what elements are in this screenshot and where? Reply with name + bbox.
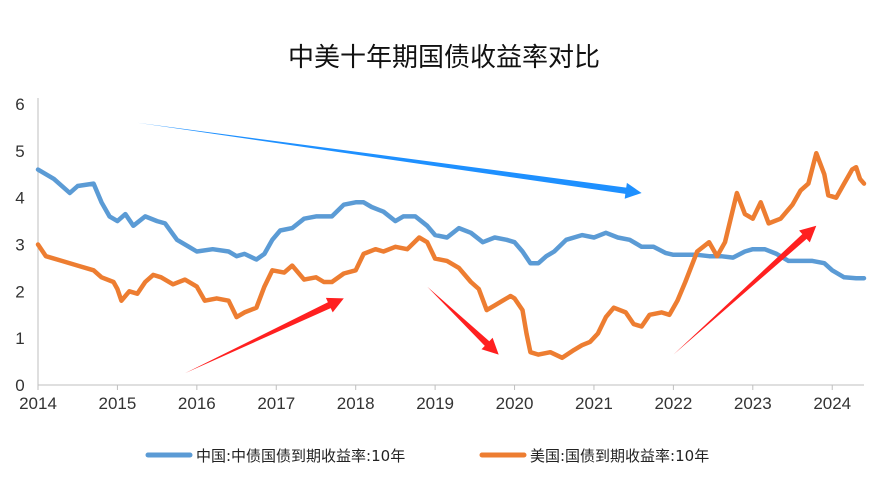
trend-arrow-4 (673, 225, 817, 355)
y-tick-label: 1 (15, 329, 24, 348)
trend-arrow-2 (184, 297, 344, 374)
y-tick-label: 6 (15, 95, 24, 114)
y-tick-label: 0 (15, 376, 24, 395)
x-tick-label: 2017 (257, 394, 295, 413)
series-line-1 (35, 167, 867, 281)
series-line-2 (35, 150, 867, 361)
legend: 中国:中债国债到期收益率:10年 美国:国债到期收益率:10年 (145, 447, 709, 465)
chart-title: 中美十年期国债收益率对比 (288, 43, 600, 73)
y-tick-label: 5 (15, 142, 24, 161)
y-tick-label: 4 (15, 189, 24, 208)
y-tick-label: 3 (15, 236, 24, 255)
x-tick-label: 2016 (178, 394, 216, 413)
x-tick-label: 2020 (496, 394, 534, 413)
x-tick-label: 2018 (337, 394, 375, 413)
x-tick-label: 2015 (99, 394, 137, 413)
x-tick-label: 2019 (416, 394, 454, 413)
plot-area: 0 1 2 3 4 5 6 2014 2015 2016 2017 2018 2019 2020 2021 2… (15, 95, 867, 413)
x-tick-label: 2021 (575, 394, 613, 413)
y-tick-label: 2 (15, 282, 24, 301)
x-tick-label: 2024 (813, 394, 851, 413)
x-tick-label: 2014 (19, 394, 57, 413)
legend-label-2: 美国:国债到期收益率:10年 (530, 447, 709, 465)
x-tick-label: 2023 (734, 394, 772, 413)
legend-label-1: 中国:中债国债到期收益率:10年 (196, 447, 405, 465)
x-tick-label: 2022 (654, 394, 692, 413)
trend-arrow-3 (427, 286, 499, 355)
